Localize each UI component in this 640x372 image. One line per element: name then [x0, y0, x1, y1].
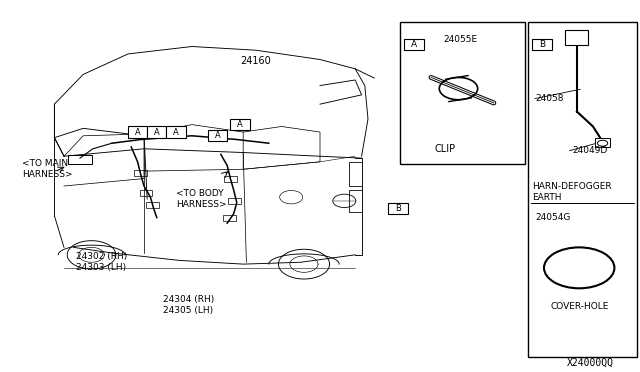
- Bar: [134, 170, 147, 176]
- Bar: [147, 126, 166, 138]
- Text: B: B: [395, 204, 401, 213]
- Bar: [228, 198, 241, 204]
- Text: 24049D: 24049D: [573, 146, 608, 155]
- Text: CLIP: CLIP: [434, 144, 456, 154]
- Text: 24058: 24058: [535, 94, 564, 103]
- Text: COVER-HOLE: COVER-HOLE: [550, 302, 609, 311]
- Bar: [230, 119, 250, 130]
- Text: X24000QQ: X24000QQ: [568, 358, 614, 368]
- Text: A: A: [215, 131, 220, 140]
- Bar: [566, 30, 589, 45]
- Text: <TO MAIN
HARNESS>: <TO MAIN HARNESS>: [22, 159, 73, 179]
- Text: 24054G: 24054G: [535, 213, 570, 222]
- Text: A: A: [135, 128, 140, 137]
- Bar: [404, 39, 424, 50]
- Text: 24055E: 24055E: [444, 35, 478, 44]
- Text: 24304 (RH)
24305 (LH): 24304 (RH) 24305 (LH): [163, 295, 214, 315]
- Text: HARN-DEFOGGER
EARTH: HARN-DEFOGGER EARTH: [532, 182, 612, 202]
- Bar: [128, 126, 147, 138]
- Bar: [68, 155, 92, 164]
- Bar: [146, 202, 159, 208]
- Text: <TO BODY
HARNESS>: <TO BODY HARNESS>: [176, 189, 227, 209]
- Bar: [166, 126, 186, 138]
- Text: A: A: [173, 128, 179, 137]
- Bar: [400, 22, 525, 164]
- Bar: [528, 22, 637, 357]
- Bar: [595, 138, 611, 147]
- Text: B: B: [539, 40, 545, 49]
- Bar: [532, 39, 552, 50]
- Text: A: A: [237, 120, 243, 129]
- Text: 24160: 24160: [240, 57, 271, 66]
- Text: 24302 (RH)
24303 (LH): 24302 (RH) 24303 (LH): [76, 252, 127, 272]
- Text: A: A: [154, 128, 159, 137]
- Bar: [224, 176, 237, 182]
- Bar: [223, 215, 236, 221]
- Bar: [388, 203, 408, 214]
- Bar: [208, 130, 227, 141]
- Bar: [140, 190, 152, 196]
- Text: A: A: [411, 40, 417, 49]
